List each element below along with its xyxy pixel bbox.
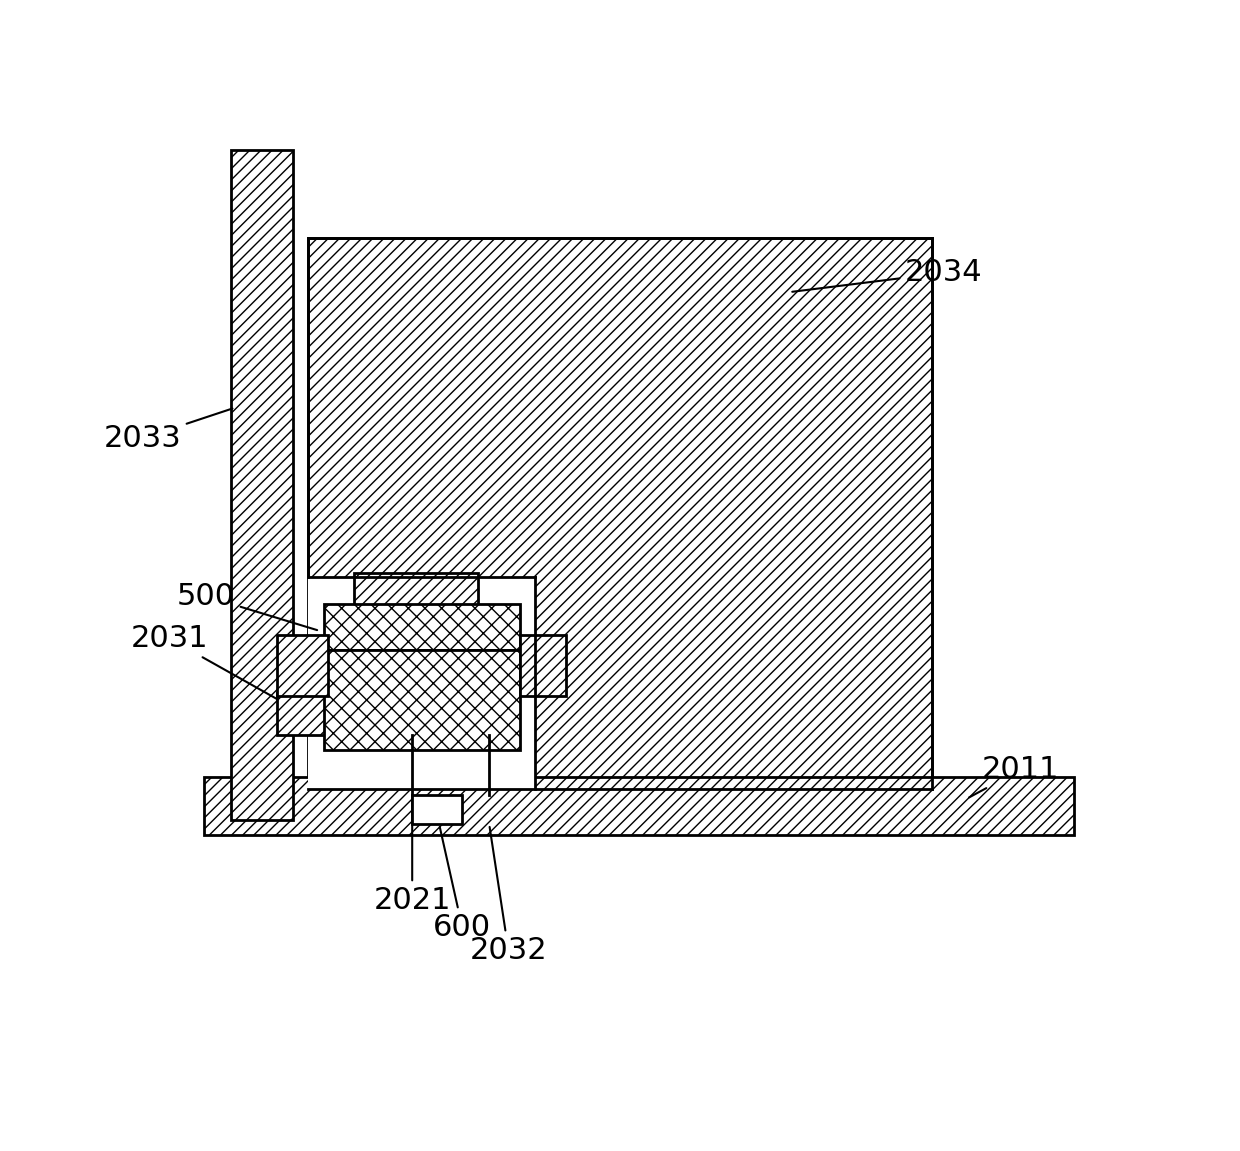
Text: 2031: 2031 (130, 624, 290, 707)
Bar (324, 650, 520, 750)
Bar (278, 634, 327, 696)
Bar (324, 604, 520, 650)
Bar (412, 795, 463, 824)
Text: 500: 500 (177, 581, 317, 630)
Text: 2033: 2033 (103, 409, 232, 453)
Bar (278, 693, 505, 734)
Bar (231, 150, 293, 820)
Bar (309, 577, 536, 788)
Text: 2032: 2032 (470, 826, 547, 965)
Bar (355, 573, 477, 611)
Bar (309, 238, 932, 788)
Bar (205, 777, 1074, 834)
Text: 2021: 2021 (373, 798, 451, 915)
Text: 2011: 2011 (968, 755, 1059, 798)
Text: 2034: 2034 (792, 258, 982, 291)
Bar (520, 634, 567, 696)
Text: 600: 600 (433, 826, 491, 942)
